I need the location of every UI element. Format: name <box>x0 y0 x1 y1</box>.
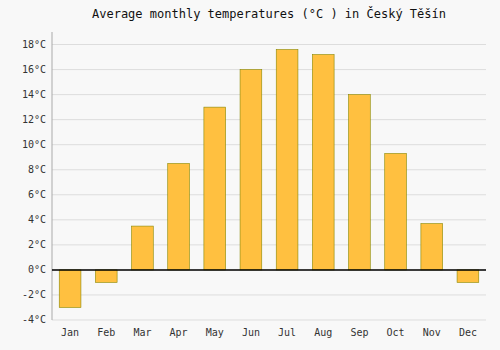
x-tick-label: Apr <box>170 327 188 338</box>
bars <box>59 50 479 308</box>
y-axis-line <box>52 32 53 320</box>
bar <box>276 50 298 270</box>
bar <box>168 163 190 269</box>
grid-line <box>52 144 486 145</box>
bar <box>204 107 226 270</box>
y-tick-label: 0°C <box>28 264 46 275</box>
bar <box>59 270 81 308</box>
x-tick-label: Dec <box>459 327 477 338</box>
x-axis: Jan Feb Mar Apr May Jun Jul Aug Sep Oct Nov Dec <box>61 327 477 338</box>
grid <box>52 45 486 320</box>
bar <box>132 226 154 270</box>
x-tick-label: Jan <box>61 327 79 338</box>
chart-container: -4°C -2°C 0°C 2°C 4°C 6°C 8°C 10°C 12°C 14°C 16°C 1… <box>0 0 500 350</box>
bar <box>240 70 262 270</box>
bar <box>349 95 371 270</box>
y-tick-label: 2°C <box>28 239 46 250</box>
y-tick-label: 12°C <box>22 114 46 125</box>
x-tick-label: Aug <box>314 327 332 338</box>
x-tick-label: Feb <box>97 327 115 338</box>
y-tick-label: 6°C <box>28 189 46 200</box>
bar <box>385 153 407 269</box>
x-tick-label: Mar <box>133 327 151 338</box>
y-tick-label: 8°C <box>28 164 46 175</box>
x-tick-label: Jul <box>278 327 296 338</box>
bar <box>421 224 443 270</box>
grid-line <box>52 169 486 170</box>
grid-line <box>52 320 486 321</box>
zero-line <box>52 269 486 271</box>
y-tick-label: 14°C <box>22 89 46 100</box>
grid-line <box>52 119 486 120</box>
y-tick-label: 10°C <box>22 139 46 150</box>
x-tick-label: Sep <box>350 327 368 338</box>
grid-line <box>52 69 486 70</box>
y-tick-label: 16°C <box>22 64 46 75</box>
y-axis: -4°C -2°C 0°C 2°C 4°C 6°C 8°C 10°C 12°C 14°C 16°C 1… <box>22 39 46 325</box>
grid-line <box>52 44 486 45</box>
grid-line <box>52 194 486 195</box>
grid-line <box>52 219 486 220</box>
x-tick-label: Nov <box>423 327 441 338</box>
x-tick-label: Oct <box>387 327 405 338</box>
y-tick-label: -2°C <box>22 289 46 300</box>
x-tick-label: Jun <box>242 327 260 338</box>
x-tick-label: May <box>206 327 224 338</box>
y-tick-label: 18°C <box>22 39 46 50</box>
bar <box>312 55 334 270</box>
bar <box>457 270 479 283</box>
grid-line <box>52 269 486 270</box>
bar <box>95 270 117 283</box>
grid-line <box>52 94 486 95</box>
grid-line <box>52 294 486 295</box>
title: Average monthly temperatures (°C ) in Če… <box>92 6 446 21</box>
y-tick-label: 4°C <box>28 214 46 225</box>
y-tick-label: -4°C <box>22 314 46 325</box>
chart: -4°C -2°C 0°C 2°C 4°C 6°C 8°C 10°C 12°C 14°C 16°C 1… <box>0 0 500 350</box>
